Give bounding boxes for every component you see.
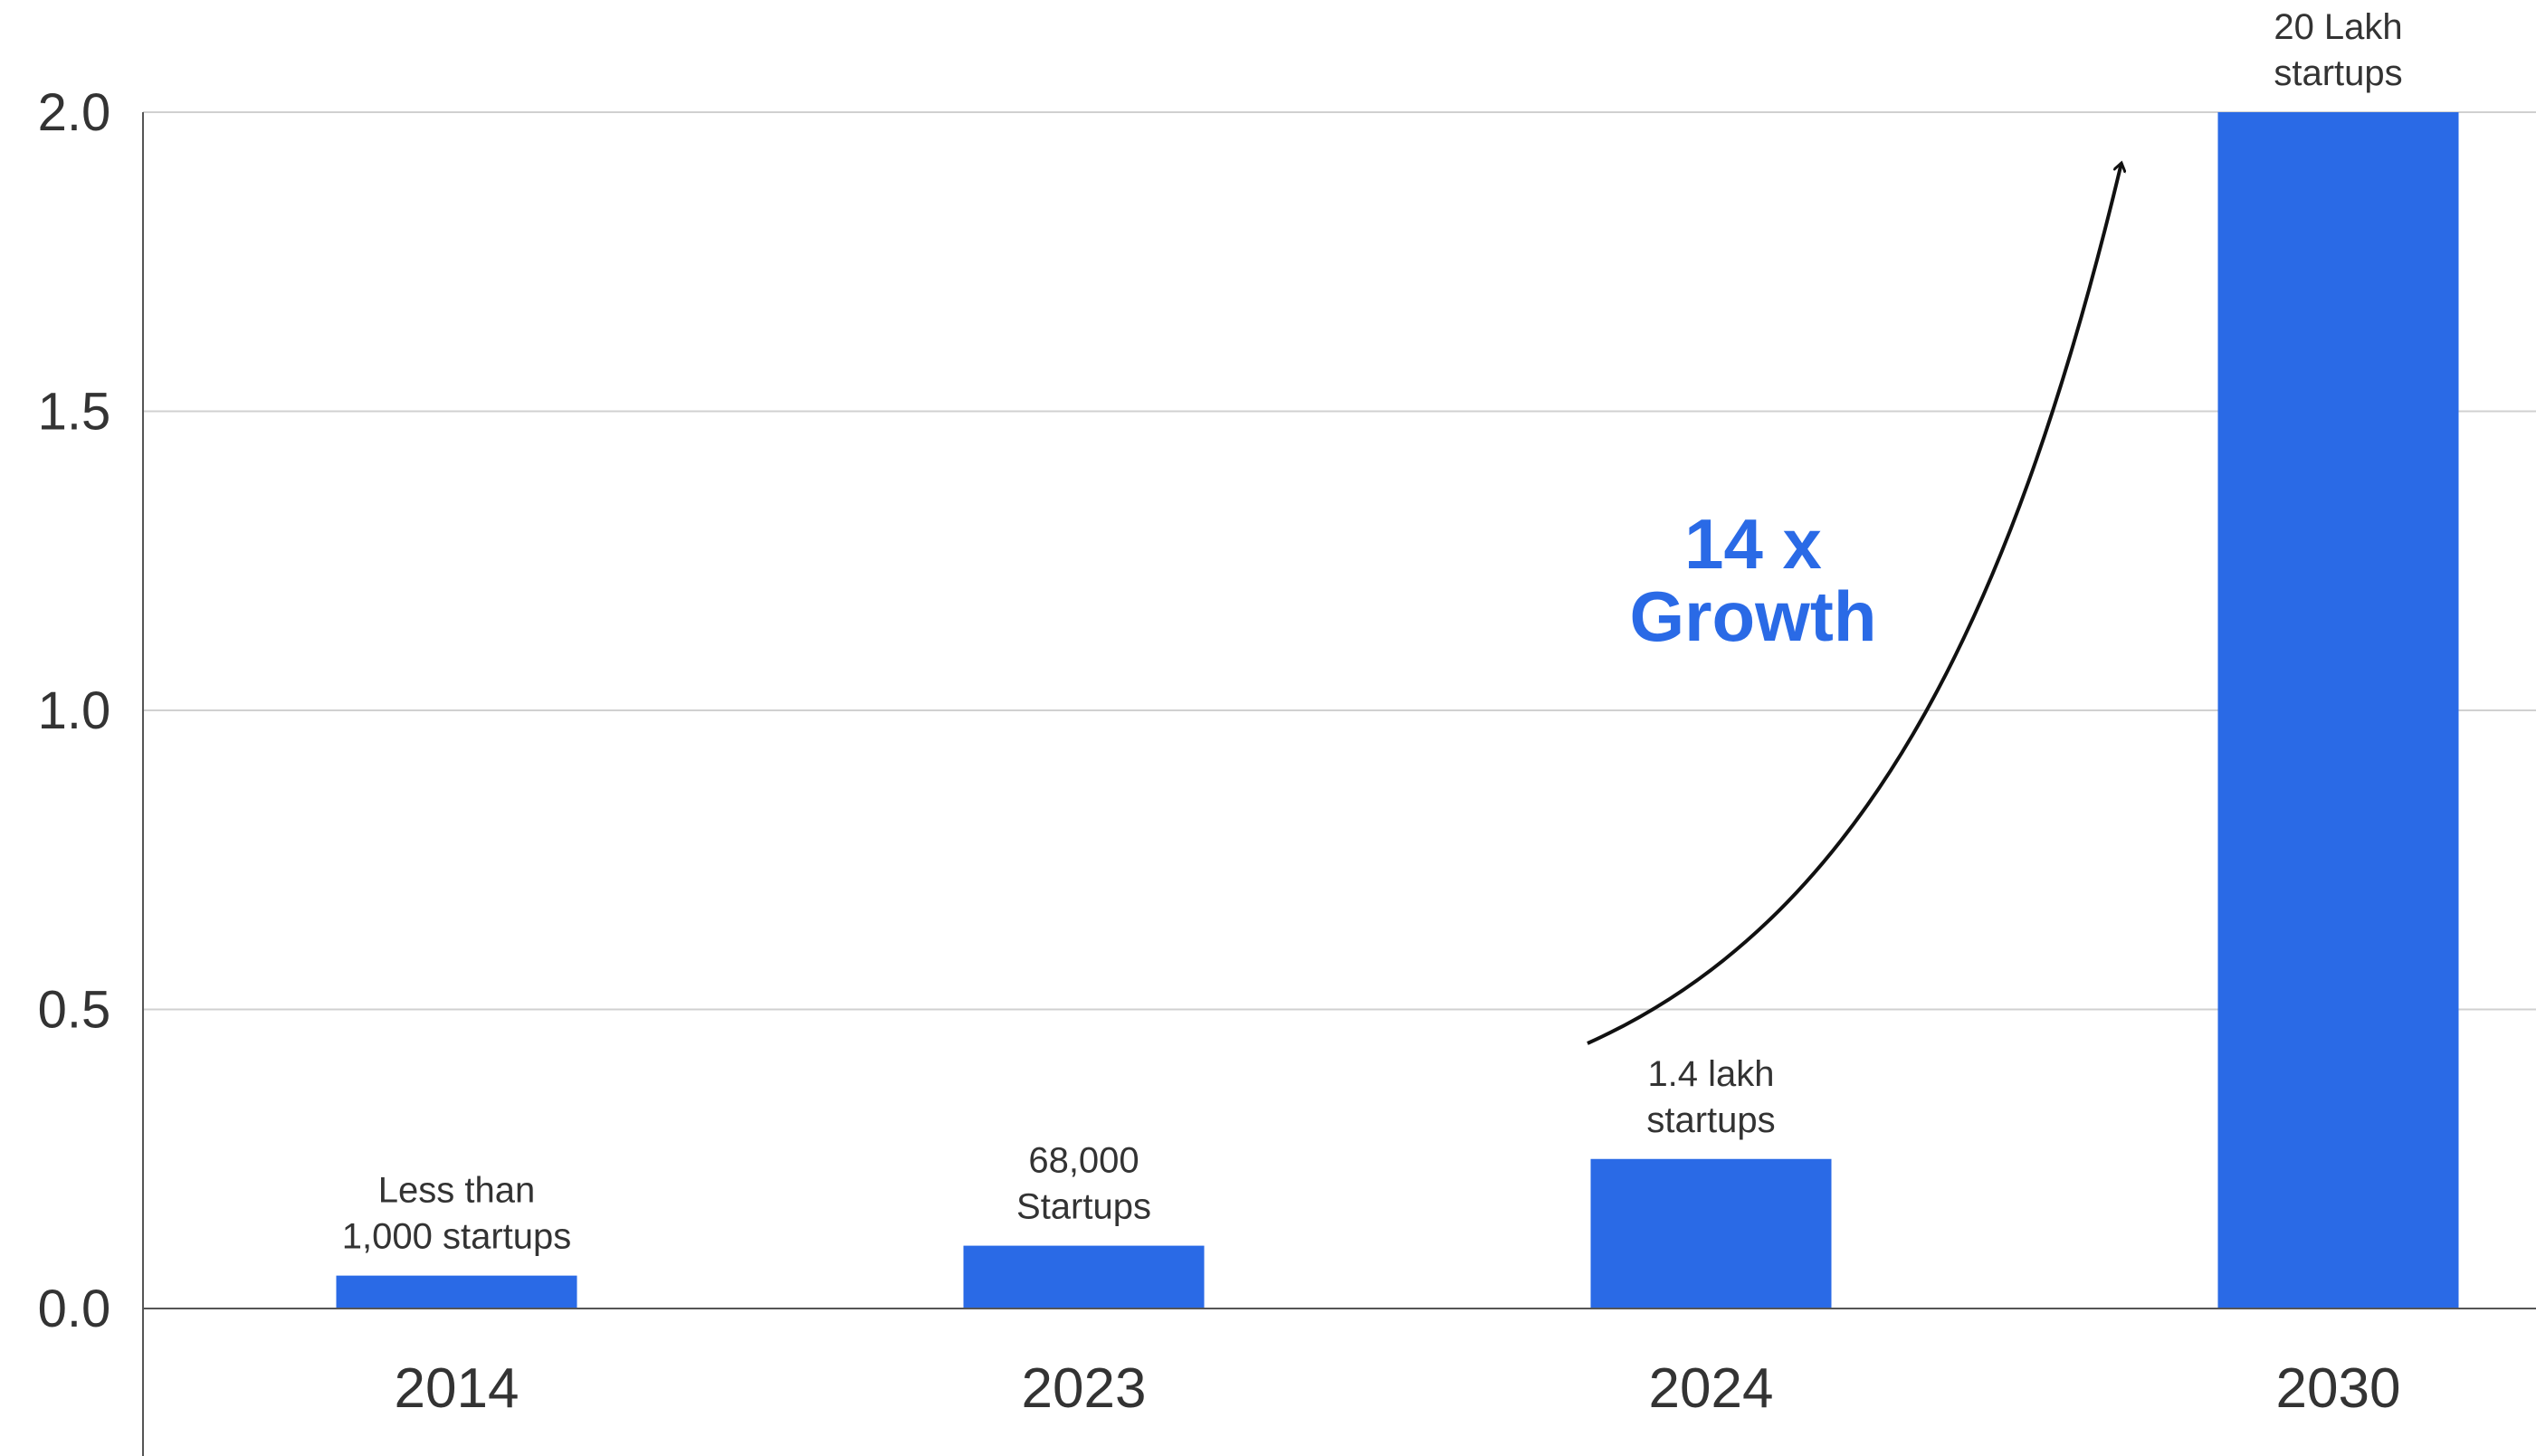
bar-2014 [336,1275,577,1308]
x-tick-label: 2030 [2276,1357,2401,1420]
x-tick-label: 2014 [395,1357,520,1420]
growth-annotation-text: Growth [1630,576,1877,656]
y-tick-label: 0.0 [38,1280,111,1338]
x-tick-label: 2023 [1022,1357,1147,1420]
data-label: Less than [378,1171,535,1211]
data-label: startups [2274,53,2402,93]
data-labels: Less than 1,000 startups 68,000 Startups 1.4… [342,7,2403,1257]
bars [336,112,2459,1308]
data-label: 20 Lakh [2274,7,2402,47]
y-tick-label: 2.0 [38,83,111,142]
growth-arrow [1587,163,2121,1045]
growth-annotation-text: 14 x [1684,504,1822,584]
data-label: 1,000 startups [342,1217,572,1257]
bar-2024 [1590,1158,1832,1308]
bar-2030 [2217,112,2459,1308]
y-tick-labels: 0.0 0.5 1.0 1.5 2.0 [38,83,111,1338]
data-label: 68,000 [1028,1141,1139,1181]
x-tick-label: 2024 [1649,1357,1774,1420]
bar-2023 [963,1245,1205,1308]
data-label: startups [1646,1100,1775,1140]
y-tick-label: 0.5 [38,981,111,1040]
y-tick-label: 1.5 [38,383,111,442]
y-tick-label: 1.0 [38,681,111,740]
axes [142,112,2536,1456]
data-label: Startups [1016,1187,1151,1227]
gridlines [143,111,2536,1011]
data-label: 1.4 lakh [1647,1054,1774,1094]
x-tick-labels: 2014 2023 2024 2030 [395,1357,2401,1420]
